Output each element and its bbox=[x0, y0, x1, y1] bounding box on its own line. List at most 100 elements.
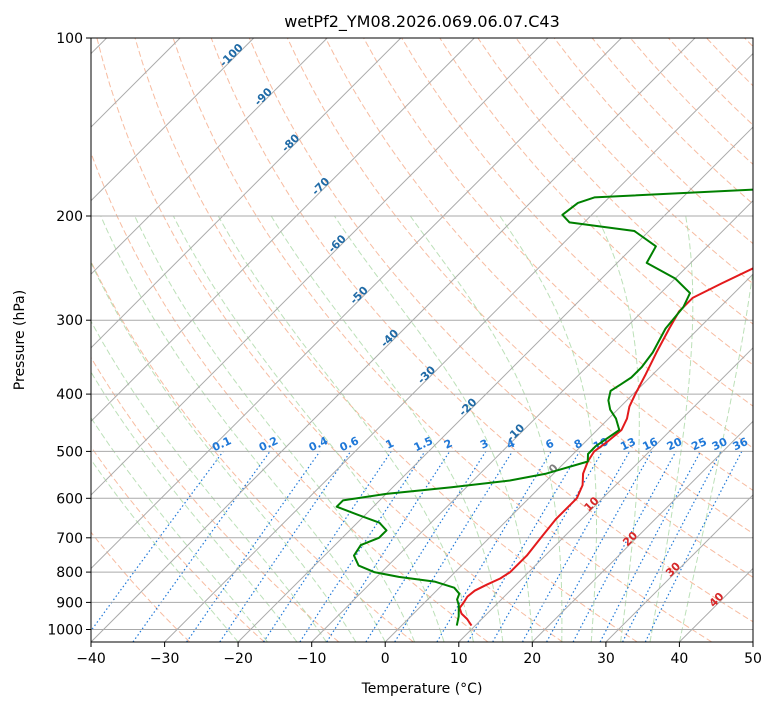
moist-adiabat-line bbox=[409, 215, 563, 642]
dry-adiabat-line bbox=[91, 151, 489, 642]
isotherm-line bbox=[91, 38, 475, 423]
y-tick-label: 600 bbox=[56, 491, 83, 507]
isotherm-label: -50 bbox=[348, 284, 371, 307]
moist-adiabat-line bbox=[134, 215, 416, 642]
isotherm-line bbox=[91, 38, 255, 202]
moist-adiabat-line bbox=[91, 371, 298, 642]
y-tick-label: 200 bbox=[56, 209, 83, 225]
mixing-ratio-label: 13 bbox=[618, 435, 637, 453]
mixing-ratio-line bbox=[546, 451, 653, 642]
pressure-grid bbox=[91, 38, 753, 630]
x-tick-label: 0 bbox=[381, 651, 390, 667]
isotherm-label: -90 bbox=[252, 85, 275, 108]
isotherm-line bbox=[91, 38, 549, 496]
dry-adiabat-line bbox=[668, 38, 753, 126]
moist-adiabat-line bbox=[333, 215, 533, 642]
dry-adiabat-line bbox=[91, 445, 265, 642]
x-tick-label: 30 bbox=[597, 651, 615, 667]
mixing-ratio-label: 30 bbox=[710, 435, 730, 453]
moist-adiabat-line bbox=[217, 215, 474, 642]
isotherm-label: -20 bbox=[456, 395, 479, 418]
x-tick-label: −20 bbox=[223, 651, 253, 667]
moist-adiabat-line bbox=[91, 458, 239, 642]
isotherm-label: 10 bbox=[582, 494, 602, 514]
y-tick-label: 700 bbox=[56, 531, 83, 547]
plot-frame bbox=[90, 37, 754, 643]
isotherm-line bbox=[531, 420, 753, 642]
chart-title: wetPf2_YM08.2026.069.06.07.C43 bbox=[284, 12, 560, 32]
mixing-ratio-line bbox=[262, 451, 392, 642]
dry-adiabat-line bbox=[248, 38, 753, 578]
x-tick-label: 10 bbox=[450, 651, 468, 667]
isotherm-label: -40 bbox=[378, 326, 401, 349]
isotherm-label: -70 bbox=[309, 175, 332, 198]
mixing-ratio-label: 36 bbox=[731, 435, 751, 453]
moist-adiabat-line bbox=[172, 215, 445, 642]
dry-adiabat-line bbox=[439, 38, 753, 366]
moist-adiabat-line bbox=[596, 215, 640, 642]
y-tick-label: 400 bbox=[56, 387, 83, 403]
isotherm-line bbox=[384, 273, 753, 642]
isotherm-label: 40 bbox=[707, 590, 727, 610]
isotherm-label: -100 bbox=[217, 41, 246, 70]
dry-adiabat-line bbox=[210, 38, 753, 623]
mixing-ratio-line bbox=[219, 451, 352, 642]
isotherm-label: -60 bbox=[326, 232, 349, 255]
dry-adiabat-line bbox=[325, 38, 753, 491]
isotherm-line bbox=[605, 494, 753, 642]
moist-adiabats bbox=[91, 215, 753, 642]
dry-adiabat-line bbox=[96, 38, 563, 642]
x-axis: −40 −30 −20 −10 0 10 20 30 40 50 bbox=[76, 642, 762, 667]
moist-adiabat-line bbox=[91, 416, 268, 642]
isotherm-grid bbox=[91, 38, 753, 642]
x-axis-label: Temperature (°C) bbox=[361, 681, 483, 697]
y-tick-label: 100 bbox=[56, 31, 83, 47]
moist-adiabat-line bbox=[91, 261, 357, 642]
mixing-ratio-label: 2 bbox=[442, 437, 454, 452]
moist-adiabat-line bbox=[91, 320, 327, 642]
isotherm-line bbox=[91, 38, 402, 349]
dry-adiabat-line bbox=[744, 38, 753, 48]
y-tick-label: 300 bbox=[56, 313, 83, 329]
dry-adiabat-line bbox=[91, 531, 191, 642]
isotherm-line bbox=[752, 641, 753, 642]
x-tick-label: 50 bbox=[744, 651, 762, 667]
moist-adiabat-line bbox=[100, 215, 386, 642]
y-axis: 1000 900 800 700 600 500 400 300 200 100 bbox=[47, 31, 91, 639]
x-tick-label: −30 bbox=[150, 651, 180, 667]
isotherm-line bbox=[164, 52, 753, 642]
mixing-ratio-line bbox=[326, 451, 451, 642]
series-lines bbox=[335, 188, 753, 627]
mixing-ratio-line bbox=[186, 451, 321, 642]
isotherm-line bbox=[91, 38, 622, 570]
isotherm-label: -80 bbox=[279, 131, 302, 154]
mixing-ratio-label: 6 bbox=[544, 437, 557, 452]
mixing-ratio-line bbox=[572, 451, 677, 642]
moist-adiabat-line bbox=[649, 215, 694, 642]
isotherm-line bbox=[91, 38, 696, 642]
moist-adiabat-line bbox=[270, 215, 504, 642]
dry-adiabats bbox=[91, 38, 753, 642]
dewpoint-profile-line bbox=[335, 188, 753, 626]
y-axis-label: Pressure (hPa) bbox=[12, 290, 28, 390]
isotherm-line bbox=[458, 347, 753, 642]
mixing-ratio-lines bbox=[91, 451, 743, 642]
mixing-ratio-line bbox=[644, 451, 743, 642]
dry-adiabat-line bbox=[172, 38, 713, 642]
y-tick-label: 900 bbox=[56, 595, 83, 611]
dry-adiabat-line bbox=[134, 38, 638, 642]
isotherm-label: 30 bbox=[663, 559, 683, 579]
mixing-ratio-line bbox=[299, 451, 426, 642]
plot-area: 0.1 0.2 0.4 0.6 1 1.5 2 3 4 6 8 10 13 16 20 25 30 36-100-… bbox=[91, 38, 753, 642]
y-tick-label: 800 bbox=[56, 565, 83, 581]
y-tick-label: 500 bbox=[56, 444, 83, 460]
x-tick-label: −10 bbox=[297, 651, 327, 667]
dry-adiabat-line bbox=[706, 38, 753, 87]
isotherm-line bbox=[91, 38, 328, 275]
dry-adiabat-line bbox=[401, 38, 753, 407]
dry-adiabat-line bbox=[515, 38, 753, 285]
mixing-ratio-line bbox=[91, 451, 224, 632]
isotherm-line bbox=[237, 126, 753, 642]
mixing-ratio-label: 25 bbox=[689, 435, 708, 453]
